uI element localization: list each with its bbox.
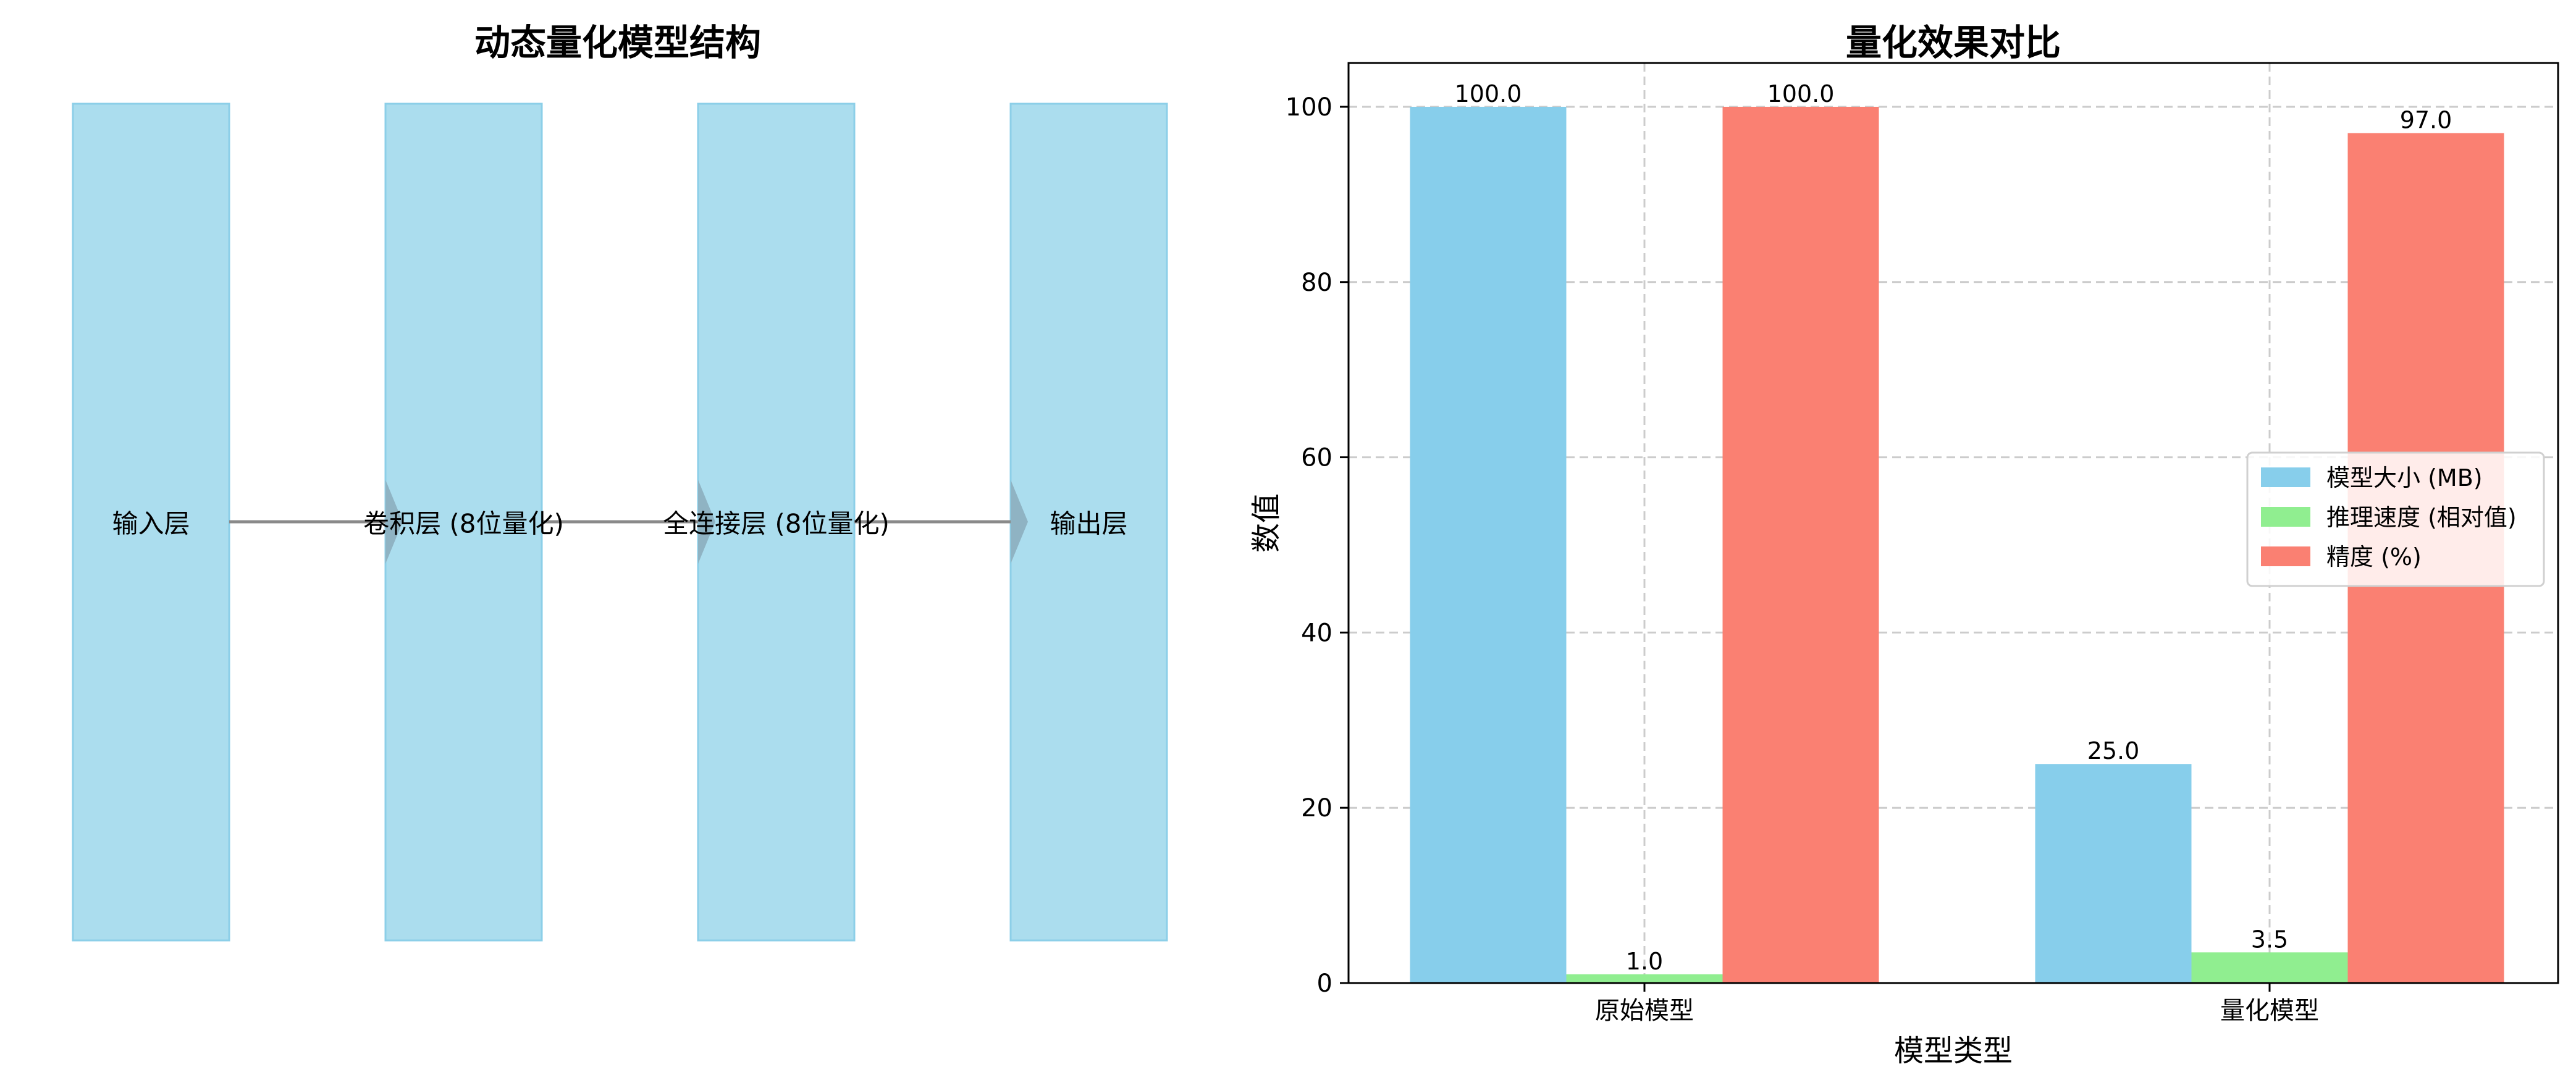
y-axis-label: 数值: [1249, 493, 1284, 553]
legend-label: 精度 (%): [2326, 543, 2422, 571]
legend-label: 推理速度 (相对值): [2326, 504, 2517, 531]
layer-label: 输入层: [112, 508, 190, 539]
layer-box: [1009, 103, 1168, 942]
layer-label: 输出层: [1050, 508, 1128, 539]
legend-label: 模型大小 (MB): [2326, 464, 2483, 492]
y-tick-label: 40: [1301, 619, 1332, 647]
plot-frame: [1347, 62, 2559, 984]
y-tick-label: 20: [1301, 794, 1332, 822]
arrow-head: [385, 480, 403, 564]
bar-value-label: 3.5: [2251, 926, 2288, 953]
bar: [1566, 974, 1723, 983]
diagram-canvas: [72, 103, 1168, 942]
bar-value-label: 97.0: [2400, 107, 2452, 134]
y-tick-label: 80: [1301, 269, 1332, 297]
legend-swatch: [2261, 546, 2310, 566]
bar-value-label: 100.0: [1455, 80, 1522, 107]
legend-box: [2246, 451, 2545, 587]
layer-box: [384, 103, 543, 942]
bar: [1722, 106, 1879, 983]
bar-value-label: 100.0: [1767, 80, 1835, 107]
bar: [1410, 106, 1567, 983]
y-tick-label: 60: [1301, 444, 1332, 472]
layer-label: 卷积层 (8位量化): [363, 508, 564, 539]
legend-swatch: [2261, 467, 2310, 487]
y-tick-label: 100: [1286, 93, 1332, 122]
x-tick-label: 量化模型: [2220, 997, 2319, 1025]
bar-value-label: 1.0: [1626, 948, 1663, 975]
arrow-head: [1011, 480, 1028, 564]
bar: [2191, 952, 2348, 983]
legend-swatch: [2261, 507, 2310, 527]
chart-title: 量化效果对比: [1845, 22, 2061, 64]
bar-value-label: 25.0: [2087, 737, 2140, 764]
x-axis-label: 模型类型: [1894, 1034, 2013, 1068]
layer-box: [72, 103, 230, 942]
bar: [2035, 764, 2192, 983]
diagram-title: 动态量化模型结构: [474, 22, 761, 64]
x-tick-label: 原始模型: [1595, 997, 1694, 1025]
layer-label: 全连接层 (8位量化): [663, 508, 890, 539]
arrow-head: [698, 480, 715, 564]
y-tick-label: 0: [1317, 969, 1332, 998]
layer-box: [697, 103, 856, 942]
